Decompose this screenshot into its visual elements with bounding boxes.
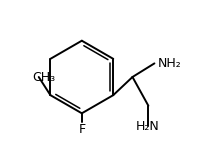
Text: F: F bbox=[78, 123, 85, 136]
Text: NH₂: NH₂ bbox=[157, 57, 181, 70]
Text: CH₃: CH₃ bbox=[33, 71, 56, 83]
Text: H₂N: H₂N bbox=[136, 120, 159, 133]
